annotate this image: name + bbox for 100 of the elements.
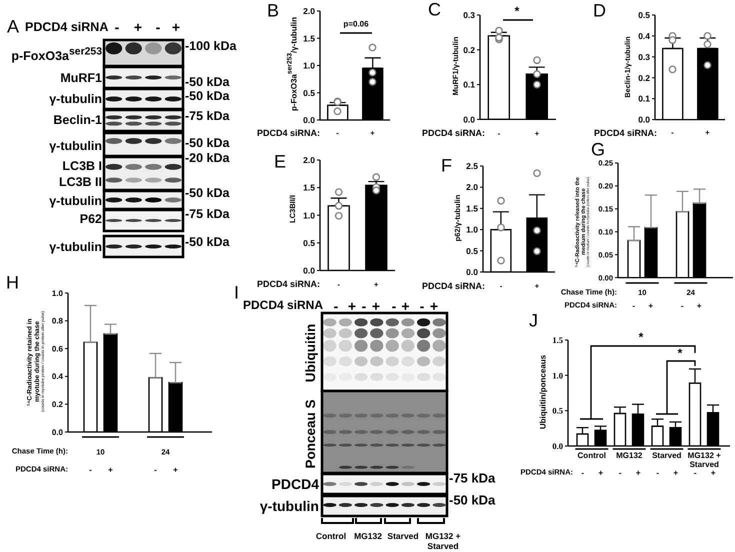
chart-title: F: [441, 156, 452, 176]
x-tick-label: MG132 + Starved: [688, 450, 722, 469]
text: +: [598, 468, 604, 478]
text: +: [108, 465, 113, 475]
y-tick-label: 1.5: [303, 182, 316, 192]
y-tick-label: 0.0: [303, 115, 316, 126]
x-tick-label: MG132: [616, 450, 643, 460]
text: +: [710, 468, 716, 478]
text: MG132: [354, 531, 382, 542]
y-tick-label: 0.5: [466, 246, 478, 256]
y-tick-label: 0.0: [466, 267, 478, 278]
text: -: [114, 18, 120, 36]
text: P62: [80, 212, 102, 226]
text: PDCD4 siRNA: [243, 298, 324, 313]
x-axis-title: PDCD4 siRNA:: [256, 128, 320, 138]
text: -50 kDa: [185, 74, 230, 90]
text: +: [172, 18, 180, 36]
y-tick-label: 0.2: [638, 73, 650, 84]
text: -: [694, 468, 697, 478]
text: -: [618, 468, 622, 478]
text: Ponceau S: [303, 399, 319, 469]
y-tick-label: 0.5: [552, 406, 563, 416]
annotation: *: [514, 4, 520, 19]
text: Starved: [387, 531, 419, 542]
text: +: [173, 465, 178, 474]
text: -: [632, 301, 636, 311]
text: -: [581, 468, 584, 478]
y-tick-label: 1.0: [552, 370, 563, 380]
chart-title: C: [428, 0, 441, 20]
annotation: *: [678, 346, 682, 361]
text: -75 kDa: [449, 470, 496, 486]
y-tick-label: 0.5: [303, 237, 316, 248]
text: -: [89, 465, 92, 475]
text: I: [234, 282, 240, 304]
text: -: [154, 465, 157, 474]
text: -: [156, 18, 160, 36]
y-tick-label: 0.0: [463, 114, 476, 124]
chart-title: J: [529, 310, 538, 332]
text: +: [134, 18, 142, 36]
x-tick-label: Control: [578, 450, 606, 460]
y-tick-label: 0.0: [552, 441, 563, 452]
chart-title: G: [591, 140, 606, 160]
text: PDCD4 siRNA: [25, 20, 108, 34]
chart-title: B: [267, 0, 280, 22]
y-tick-label: 0.8: [52, 316, 64, 326]
text: -: [656, 468, 660, 478]
y-tick-label: 0.2: [463, 44, 476, 54]
y-tick-label: 0.2: [52, 400, 64, 410]
text: -75 kDa: [185, 206, 230, 222]
text: MG132 + Starved: [424, 531, 462, 552]
text: -50 kDa: [449, 492, 496, 508]
text: LC3B I: [62, 158, 102, 174]
text: +: [696, 301, 702, 310]
annotation: *: [638, 330, 644, 345]
x-axis-title: PDCD4 siRNA:: [256, 278, 320, 290]
text: Ubiquitin: [303, 324, 319, 382]
text: γ-tubulin: [260, 498, 319, 514]
y-tick-label: 0.1: [638, 94, 650, 104]
text: γ-tubulin: [49, 194, 102, 208]
y-tick-label: 2.0: [303, 6, 316, 16]
y-tick-label: 1.5: [552, 335, 563, 346]
text: +: [673, 468, 678, 478]
y-axis-title: Ubiquitin/ponceaus: [538, 354, 548, 430]
chart-title: D: [593, 0, 606, 22]
text: γ-tubulin: [49, 92, 102, 106]
text: +: [636, 468, 641, 478]
text: Control: [316, 531, 346, 542]
text: -: [680, 301, 684, 310]
text: -50 kDa: [185, 186, 230, 200]
y-tick-label: 0.0: [52, 428, 64, 437]
y-tick-label: 0.3: [463, 10, 476, 20]
y-tick-label: 0.0: [303, 265, 316, 276]
x-axis-title: PDCD4 siRNA:: [422, 280, 485, 292]
y-tick-label: 1.5: [303, 33, 316, 44]
text: γ-tubulin: [49, 138, 102, 154]
y-tick-label: 0.5: [303, 88, 316, 98]
chart-title: E: [274, 152, 286, 172]
y-tick-label: 0.5: [638, 10, 650, 20]
x-axis-title: PDCD4 siRNA:: [594, 128, 657, 138]
chart-title: H: [6, 272, 19, 294]
text: A: [7, 16, 20, 38]
annotation: p=0.06: [343, 19, 369, 29]
text: -50 kDa: [185, 234, 230, 250]
y-tick-label: 0.4: [52, 372, 64, 382]
text: -75 kDa: [185, 108, 230, 124]
text: -100 kDa: [185, 38, 236, 54]
y-tick-label: 2.0: [466, 182, 478, 192]
y-tick-label: 2.5: [466, 161, 478, 172]
text: PDCD4: [272, 476, 319, 492]
y-tick-label: 1.0: [466, 224, 478, 235]
x-tick-label: Starved: [652, 450, 682, 460]
y-tick-label: 0.3: [638, 52, 650, 62]
text: Beclin-1: [53, 112, 102, 128]
y-tick-label: 1.0: [303, 210, 316, 220]
y-tick-label: 0.6: [52, 344, 64, 354]
text: p-FoxO3a$^{ser253}$: [11, 46, 102, 64]
y-tick-label: 0.4: [638, 31, 650, 42]
x-axis-title: PDCD4 siRNA:: [422, 128, 485, 138]
y-tick-label: 0.1: [463, 79, 476, 90]
y-tick-label: 1.5: [466, 203, 478, 214]
